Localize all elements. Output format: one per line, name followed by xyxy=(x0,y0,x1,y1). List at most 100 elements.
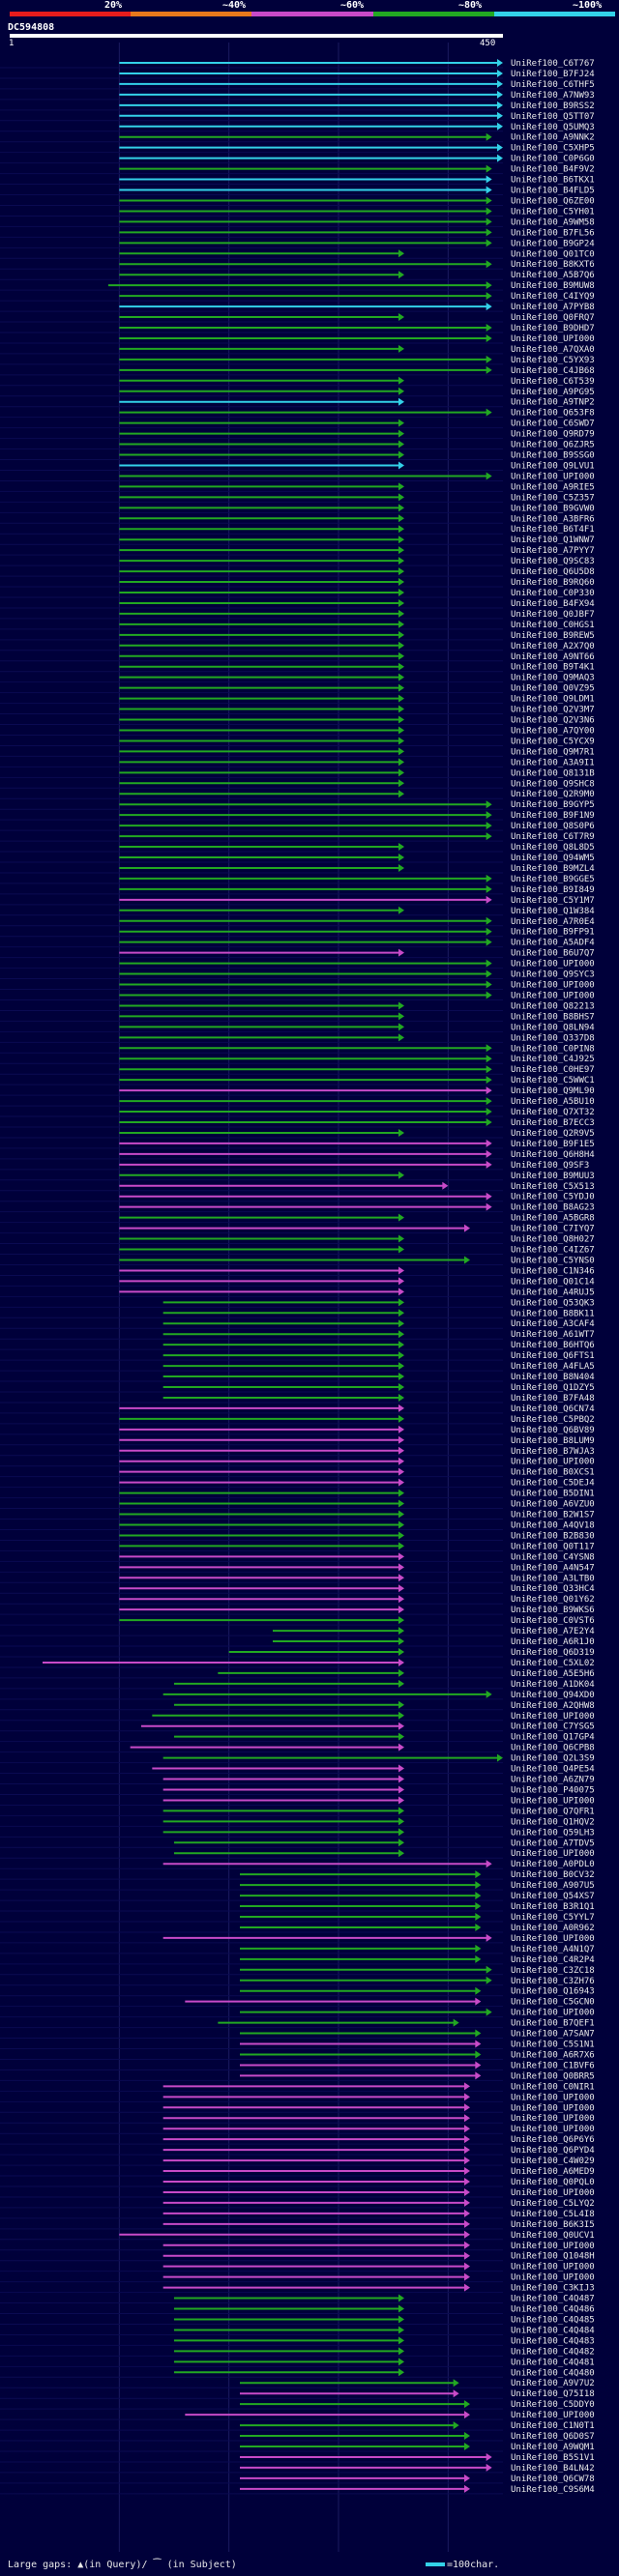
hit-label[interactable]: UniRef100_B4F9V2 xyxy=(511,165,595,175)
hit-label[interactable]: UniRef100_C4Q486 xyxy=(511,2305,595,2315)
hit-label[interactable]: UniRef100_B6TKX1 xyxy=(511,176,595,186)
alignment-row[interactable]: UniRef100_B7FL56 xyxy=(0,228,595,238)
hit-label[interactable]: UniRef100_C4Q484 xyxy=(511,2326,595,2335)
hit-label[interactable]: UniRef100_Q6D319 xyxy=(511,1648,595,1658)
hit-label[interactable]: UniRef100_Q337D8 xyxy=(511,1033,595,1043)
hit-label[interactable]: UniRef100_UPI000 xyxy=(511,2103,595,2113)
hit-label[interactable]: UniRef100_A907U5 xyxy=(511,1881,595,1891)
alignment-row[interactable]: UniRef100_Q4PE54 xyxy=(0,1764,595,1775)
alignment-row[interactable]: UniRef100_UPI000 xyxy=(0,1849,595,1859)
hit-label[interactable]: UniRef100_A7QXA0 xyxy=(511,345,595,355)
alignment-row[interactable]: UniRef100_C3KIJ3 xyxy=(0,2283,595,2294)
hit-label[interactable]: UniRef100_Q8LN94 xyxy=(511,1023,595,1032)
hit-label[interactable]: UniRef100_C0PIN8 xyxy=(511,1044,595,1054)
alignment-row[interactable]: UniRef100_B9MUW8 xyxy=(0,281,595,291)
alignment-row[interactable]: UniRef100_A7NW93 xyxy=(0,90,595,101)
alignment-row[interactable]: UniRef100_A5BU10 xyxy=(0,1097,595,1107)
hit-label[interactable]: UniRef100_C3ZC18 xyxy=(511,1966,595,1976)
alignment-row[interactable]: UniRef100_C5XL02 xyxy=(0,1658,595,1668)
alignment-row[interactable]: UniRef100_P40075 xyxy=(0,1785,595,1795)
alignment-row[interactable]: UniRef100_B5DIN1 xyxy=(0,1489,595,1499)
hit-label[interactable]: UniRef100_Q54XS7 xyxy=(511,1892,595,1901)
alignment-row[interactable]: UniRef100_Q2V3M7 xyxy=(0,705,595,715)
hit-label[interactable]: UniRef100_Q0FRQ7 xyxy=(511,313,595,323)
hit-label[interactable]: UniRef100_C4J925 xyxy=(511,1055,595,1064)
hit-label[interactable]: UniRef100_B6U7Q7 xyxy=(511,949,595,959)
alignment-row[interactable]: UniRef100_B6T4F1 xyxy=(0,525,595,535)
hit-label[interactable]: UniRef100_Q1W384 xyxy=(511,907,595,916)
hit-label[interactable]: UniRef100_Q7QFR1 xyxy=(511,1807,595,1816)
alignment-row[interactable]: UniRef100_Q6D319 xyxy=(0,1648,595,1658)
hit-label[interactable]: UniRef100_C9S6M4 xyxy=(511,2485,595,2495)
hit-label[interactable]: UniRef100_UPI000 xyxy=(511,2125,595,2134)
hit-label[interactable]: UniRef100_B5DIN1 xyxy=(511,1490,595,1499)
alignment-row[interactable]: UniRef100_C4Q482 xyxy=(0,2347,595,2357)
alignment-row[interactable]: UniRef100_A9NNK2 xyxy=(0,132,595,143)
alignment-row[interactable]: UniRef100_Q9LVU1 xyxy=(0,461,595,471)
hit-label[interactable]: UniRef100_UPI000 xyxy=(511,1712,595,1722)
alignment-row[interactable]: UniRef100_A7QXA0 xyxy=(0,344,595,355)
hit-label[interactable]: UniRef100_A61WT7 xyxy=(511,1330,595,1340)
hit-label[interactable]: UniRef100_B7FA48 xyxy=(511,1394,595,1404)
alignment-row[interactable]: UniRef100_UPI000 xyxy=(0,2008,595,2018)
alignment-row[interactable]: UniRef100_B9T4K1 xyxy=(0,662,595,673)
alignment-row[interactable]: UniRef100_C4Q486 xyxy=(0,2304,595,2315)
hit-label[interactable]: UniRef100_Q6PYD4 xyxy=(511,2146,595,2156)
hit-label[interactable]: UniRef100_C0P330 xyxy=(511,589,595,598)
hit-label[interactable]: UniRef100_B9WKS6 xyxy=(511,1606,595,1615)
hit-label[interactable]: UniRef100_B7WJA3 xyxy=(511,1447,595,1457)
alignment-row[interactable]: UniRef100_UPI000 xyxy=(0,333,595,344)
alignment-row[interactable]: UniRef100_C9S6M4 xyxy=(0,2484,595,2495)
hit-label[interactable]: UniRef100_Q2R9M0 xyxy=(511,790,595,799)
alignment-row[interactable]: UniRef100_Q0UCV1 xyxy=(0,2230,595,2241)
alignment-row[interactable]: UniRef100_A6VZU0 xyxy=(0,1499,595,1510)
hit-label[interactable]: UniRef100_UPI000 xyxy=(511,2411,595,2420)
hit-label[interactable]: UniRef100_Q6CW78 xyxy=(511,2475,595,2484)
alignment-row[interactable]: UniRef100_UPI000 xyxy=(0,2114,595,2124)
hit-label[interactable]: UniRef100_Q2R9V5 xyxy=(511,1129,595,1139)
hit-label[interactable]: UniRef100_C7YSG5 xyxy=(511,1722,595,1732)
hit-label[interactable]: UniRef100_Q53QK3 xyxy=(511,1298,595,1308)
alignment-row[interactable]: UniRef100_C4Q487 xyxy=(0,2294,595,2304)
alignment-row[interactable]: UniRef100_C4J925 xyxy=(0,1055,595,1064)
alignment-row[interactable]: UniRef100_B6K3I5 xyxy=(0,2219,595,2230)
hit-label[interactable]: UniRef100_Q0T117 xyxy=(511,1542,595,1551)
alignment-row[interactable]: UniRef100_A1DK04 xyxy=(0,1679,595,1690)
hit-label[interactable]: UniRef100_Q8131B xyxy=(511,768,595,778)
alignment-row[interactable]: UniRef100_Q9ML90 xyxy=(0,1086,595,1096)
alignment-row[interactable]: UniRef100_Q16943 xyxy=(0,1986,595,1997)
alignment-row[interactable]: UniRef100_Q0JBF7 xyxy=(0,609,595,620)
alignment-row[interactable]: UniRef100_A9RIE5 xyxy=(0,482,595,492)
hit-label[interactable]: UniRef100_B4FLD5 xyxy=(511,187,595,196)
alignment-row[interactable]: UniRef100_A5E5H6 xyxy=(0,1668,595,1679)
alignment-row[interactable]: UniRef100_Q2R9M0 xyxy=(0,790,595,799)
hit-label[interactable]: UniRef100_C4Q483 xyxy=(511,2336,595,2346)
hit-label[interactable]: UniRef100_B9GGE5 xyxy=(511,875,595,884)
hit-label[interactable]: UniRef100_UPI000 xyxy=(511,2273,595,2283)
hit-label[interactable]: UniRef100_C4R2P4 xyxy=(511,1955,595,1965)
alignment-row[interactable]: UniRef100_B7QEF1 xyxy=(0,2018,595,2029)
alignment-row[interactable]: UniRef100_C5YDJ0 xyxy=(0,1192,595,1202)
hit-label[interactable]: UniRef100_Q6BV89 xyxy=(511,1426,595,1435)
hit-label[interactable]: UniRef100_Q6D0S7 xyxy=(511,2432,595,2442)
hit-label[interactable]: UniRef100_UPI000 xyxy=(511,991,595,1000)
alignment-row[interactable]: UniRef100_UPI000 xyxy=(0,2093,595,2102)
alignment-row[interactable]: UniRef100_B7FA48 xyxy=(0,1393,595,1404)
alignment-row[interactable]: UniRef100_B9F1N9 xyxy=(0,811,595,821)
hit-label[interactable]: UniRef100_A5E5H6 xyxy=(511,1669,595,1679)
hit-label[interactable]: UniRef100_C5Z357 xyxy=(511,493,595,503)
hit-label[interactable]: UniRef100_C6T7R9 xyxy=(511,832,595,842)
hit-label[interactable]: UniRef100_A4FLA5 xyxy=(511,1362,595,1372)
hit-label[interactable]: UniRef100_Q0BRR5 xyxy=(511,2071,595,2081)
alignment-row[interactable]: UniRef100_Q6D0S7 xyxy=(0,2432,595,2442)
alignment-row[interactable]: UniRef100_A9WQM1 xyxy=(0,2443,595,2452)
alignment-row[interactable]: UniRef100_Q0T117 xyxy=(0,1542,595,1551)
alignment-row[interactable]: UniRef100_B9GYP5 xyxy=(0,800,595,810)
alignment-row[interactable]: UniRef100_Q54XS7 xyxy=(0,1892,595,1901)
hit-label[interactable]: UniRef100_C4Q481 xyxy=(511,2358,595,2367)
hit-label[interactable]: UniRef100_A7QY00 xyxy=(511,726,595,736)
hit-label[interactable]: UniRef100_Q94XD0 xyxy=(511,1691,595,1700)
alignment-row[interactable]: UniRef100_Q653F8 xyxy=(0,408,595,419)
hit-label[interactable]: UniRef100_B9F1E5 xyxy=(511,1140,595,1149)
alignment-row[interactable]: UniRef100_UPI000 xyxy=(0,959,595,970)
